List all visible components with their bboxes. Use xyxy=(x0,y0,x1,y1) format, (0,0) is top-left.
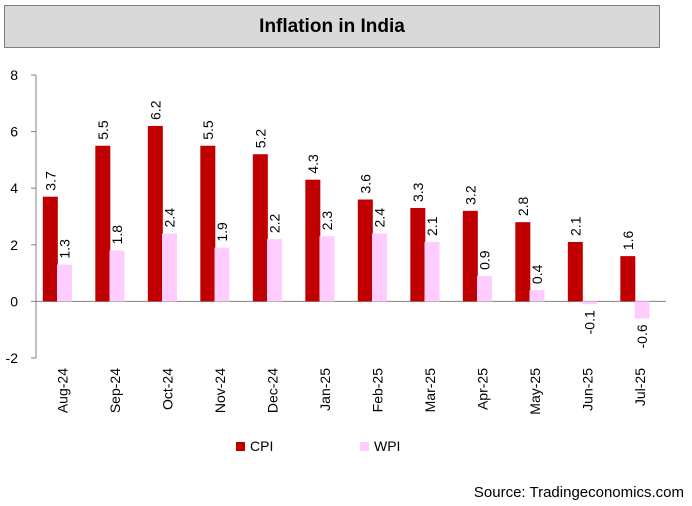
x-tick-label: Dec-24 xyxy=(264,368,280,413)
x-tick-label: Jul-25 xyxy=(632,368,648,406)
y-tick-label: 0 xyxy=(10,293,18,309)
cpi-value-label: 4.3 xyxy=(305,154,321,174)
cpi-value-label: 1.6 xyxy=(620,230,636,250)
cpi-value-label: 3.7 xyxy=(42,171,58,191)
wpi-bar xyxy=(57,264,72,302)
wpi-bar xyxy=(267,239,282,302)
x-tick-label: Nov-24 xyxy=(212,368,228,413)
cpi-bar xyxy=(200,145,216,302)
wpi-value-label: 2.2 xyxy=(267,213,283,233)
wpi-bar xyxy=(319,236,335,302)
wpi-value-label: 2.1 xyxy=(424,216,440,236)
cpi-bar xyxy=(252,154,268,302)
wpi-value-label: -0.1 xyxy=(582,310,598,334)
chart-title-box: Inflation in India xyxy=(4,5,660,48)
y-tick-label: -2 xyxy=(6,350,19,366)
wpi-value-label: 2.3 xyxy=(319,211,335,231)
cpi-bar xyxy=(147,125,163,302)
cpi-bar xyxy=(42,196,58,302)
cpi-bar xyxy=(305,179,321,302)
x-tick-label: Oct-24 xyxy=(159,368,175,410)
cpi-value-label: 3.6 xyxy=(357,174,373,194)
y-tick-label: 4 xyxy=(10,180,18,196)
y-tick-label: 6 xyxy=(10,124,18,140)
y-tick-label: 2 xyxy=(10,237,18,253)
wpi-bar xyxy=(477,275,492,302)
wpi-bar xyxy=(582,301,597,305)
wpi-bar xyxy=(214,247,230,302)
wpi-bar xyxy=(529,290,545,302)
x-tick-label: Apr-25 xyxy=(474,368,490,410)
cpi-bar xyxy=(567,241,583,302)
cpi-value-label: 3.3 xyxy=(410,182,426,202)
wpi-bar xyxy=(372,233,387,302)
cpi-bar xyxy=(515,222,531,302)
cpi-value-label: 5.5 xyxy=(95,120,111,140)
wpi-bar xyxy=(424,241,440,302)
wpi-value-label: 1.8 xyxy=(109,225,125,245)
x-tick-label: Sep-24 xyxy=(107,368,123,413)
x-tick-label: May-25 xyxy=(527,368,543,415)
cpi-bar xyxy=(410,208,426,302)
cpi-value-label: 6.2 xyxy=(147,100,163,120)
wpi-bar xyxy=(109,250,125,302)
cpi-value-label: 2.8 xyxy=(515,196,531,216)
wpi-value-label: -0.6 xyxy=(634,324,650,348)
cpi-value-label: 2.1 xyxy=(567,216,583,236)
wpi-value-label: 2.4 xyxy=(162,208,178,228)
wpi-value-label: 1.9 xyxy=(214,222,230,242)
cpi-bar xyxy=(95,145,111,302)
chart-title: Inflation in India xyxy=(259,15,405,37)
legend-label-cpi: CPI xyxy=(250,438,273,454)
cpi-bar xyxy=(357,199,373,302)
legend-swatch-wpi xyxy=(360,442,369,451)
legend-swatch-cpi xyxy=(236,442,245,451)
legend-label-wpi: WPI xyxy=(374,438,400,454)
cpi-value-label: 3.2 xyxy=(462,185,478,205)
wpi-bar xyxy=(162,233,177,302)
wpi-value-label: 1.3 xyxy=(57,239,73,259)
cpi-value-label: 5.2 xyxy=(252,129,268,149)
wpi-bar xyxy=(634,301,650,319)
x-tick-label: Jun-25 xyxy=(579,368,595,411)
wpi-value-label: 2.4 xyxy=(372,208,388,228)
x-tick-label: Jan-25 xyxy=(317,368,333,411)
wpi-value-label: 0.9 xyxy=(477,250,493,270)
wpi-value-label: 0.4 xyxy=(529,264,545,284)
x-tick-label: Feb-25 xyxy=(369,368,385,413)
source-note: Source: Tradingeconomics.com xyxy=(473,484,684,501)
cpi-bar xyxy=(462,210,478,302)
x-tick-label: Aug-24 xyxy=(54,368,70,413)
y-tick-label: 8 xyxy=(10,67,18,83)
x-tick-label: Mar-25 xyxy=(422,368,438,413)
cpi-value-label: 5.5 xyxy=(200,120,216,140)
cpi-bar xyxy=(620,256,636,302)
